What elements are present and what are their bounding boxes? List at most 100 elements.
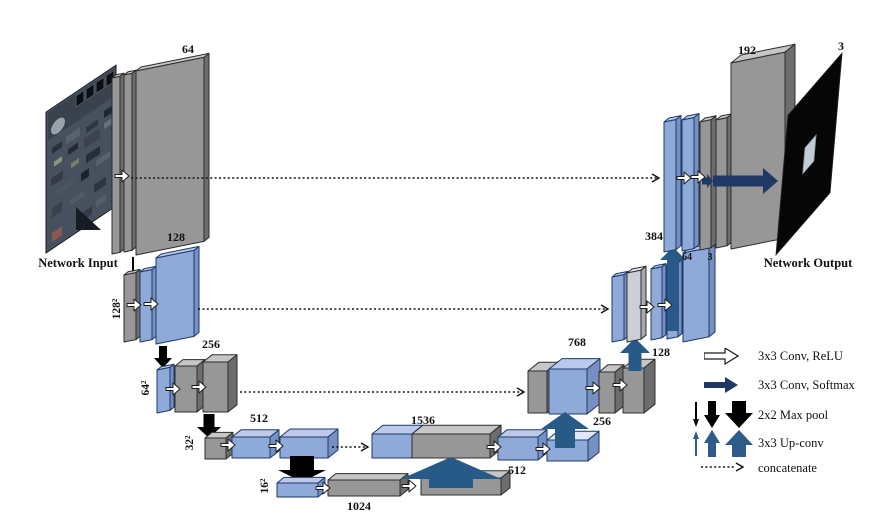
- input-image-detail: [52, 141, 62, 154]
- legend-label-max-pool: 2x2 Max pool: [758, 408, 829, 422]
- enc4-box-2: [231, 436, 271, 459]
- dec-128-plate-2-side: [640, 265, 647, 340]
- conv-relu-arrow: [585, 381, 601, 395]
- conv-relu-arrow: [486, 440, 502, 454]
- input-image-detail: [86, 119, 98, 134]
- dec-32-concat-gray: [411, 433, 491, 459]
- label-enc-256: 256: [202, 337, 220, 351]
- label-1024: 1024: [347, 499, 371, 513]
- label-dec-384: 384: [645, 229, 663, 243]
- enc3-plate-1: [156, 366, 171, 414]
- conv-relu-arrow: [220, 438, 236, 452]
- conv-relu-arrow: [401, 479, 417, 493]
- enc4-box-3: [279, 436, 329, 459]
- dec-final-plate-2: [681, 117, 695, 252]
- conv-relu-arrow: [126, 298, 142, 312]
- input-image-detail: [84, 127, 100, 149]
- label-out-3: 3: [838, 39, 844, 53]
- dec-128-plate-3: [650, 266, 663, 341]
- enc1-plate-1: [111, 75, 121, 255]
- dec-64-box-3: [598, 371, 616, 414]
- input-image-detail: [52, 201, 62, 218]
- conv-relu-arrow: [690, 170, 706, 184]
- label-enc-64: 64: [182, 42, 194, 56]
- upconv-arrow-4: [660, 247, 686, 331]
- label-up-128: 128: [652, 345, 670, 359]
- label-dec-64: 64: [682, 252, 692, 263]
- upconv-arrow-3: [620, 338, 650, 371]
- conv-relu-arrow: [676, 171, 692, 185]
- up-conv-arrows-icon: [693, 430, 753, 457]
- label-1536: 1536: [411, 413, 435, 427]
- label-res-32: 32²: [184, 435, 196, 451]
- input-image-detail: [96, 151, 110, 167]
- skip-connection-3-head: [516, 387, 526, 397]
- input-image-detail: [54, 156, 62, 167]
- input-image-detail: [85, 83, 95, 102]
- bottleneck-box-1-top: [327, 473, 409, 481]
- conv-relu-arrow: [143, 297, 159, 311]
- input-image-detail: [95, 76, 105, 95]
- input-image-detail: [66, 127, 80, 145]
- input-image-detail: [81, 168, 89, 182]
- label-dec-3: 3: [707, 252, 713, 263]
- maxpool-arrow-2: [154, 346, 172, 368]
- legend-label-conv-relu: 3x3 Conv, ReLU: [758, 349, 843, 363]
- conv-relu-arrow: [535, 442, 551, 456]
- dec-64-box-2: [548, 368, 588, 415]
- skip-connection-1-head: [651, 173, 661, 183]
- input-image-detail: [94, 176, 106, 193]
- enc5-box: [276, 482, 319, 498]
- dec-64-box-4: [622, 367, 645, 414]
- bottleneck-box-1: [327, 479, 401, 497]
- conv-relu-arrow: [268, 439, 284, 453]
- dec-128-plate-2: [626, 269, 642, 343]
- conv-softmax-arrow-icon: [704, 377, 738, 393]
- input-image-detail: [51, 170, 63, 187]
- enc3-box-2-side: [227, 354, 238, 413]
- input-image-detail: [86, 145, 100, 164]
- dec-64-box-4-side: [643, 358, 656, 414]
- input-image-detail: [104, 135, 112, 148]
- enc2-plate-1: [123, 272, 137, 343]
- output-caption: Network Output: [763, 256, 853, 270]
- dec-128-plate-1: [611, 274, 625, 343]
- enc1-plate-2-side: [131, 69, 137, 251]
- label-enc-512: 512: [250, 411, 268, 425]
- maxpool-arrow-4: [278, 456, 326, 482]
- dec-final-plate-1: [663, 119, 677, 253]
- enc2-plate-3: [155, 249, 195, 345]
- conv-relu-arrow: [612, 378, 628, 392]
- enc5-box-top: [276, 476, 326, 484]
- dec-final-plate-1-side: [675, 115, 682, 251]
- input-image-detail: [56, 178, 74, 197]
- enc3-box-1: [174, 365, 198, 413]
- dec-final-plate-5: [730, 51, 786, 250]
- softmax-arrow: [713, 168, 778, 194]
- label-res-128: 128²: [111, 298, 123, 320]
- enc1-plate-3-side: [203, 52, 210, 242]
- label-res-64: 64²: [140, 380, 152, 396]
- legend-label-conv-softmax: 3x3 Conv, Softmax: [758, 378, 855, 392]
- conv-relu-arrow-icon: [704, 348, 740, 365]
- input-image-detail: [71, 157, 79, 169]
- dec-64-box-1: [527, 370, 548, 414]
- enc1-plate-3: [135, 56, 205, 256]
- skip-connection-2-head: [600, 304, 610, 314]
- label-enc-128: 128: [167, 230, 185, 244]
- conv-relu-arrow: [639, 300, 655, 314]
- network-output-image: [775, 51, 843, 257]
- input-caption: Network Input: [38, 256, 118, 270]
- conv-relu-arrow: [165, 382, 181, 396]
- conv-relu-arrow-input: [114, 169, 130, 183]
- conv-relu-arrow: [315, 481, 331, 495]
- label-dec-768: 768: [568, 335, 586, 349]
- dec-32-concat-blue: [371, 433, 413, 459]
- input-image-detail: [68, 142, 78, 156]
- input-image-detail: [75, 89, 85, 108]
- input-image-detail: [70, 190, 84, 206]
- upconv-arrow-2: [541, 412, 589, 448]
- input-image-detail: [104, 105, 112, 119]
- label-dec-512: 512: [508, 463, 526, 477]
